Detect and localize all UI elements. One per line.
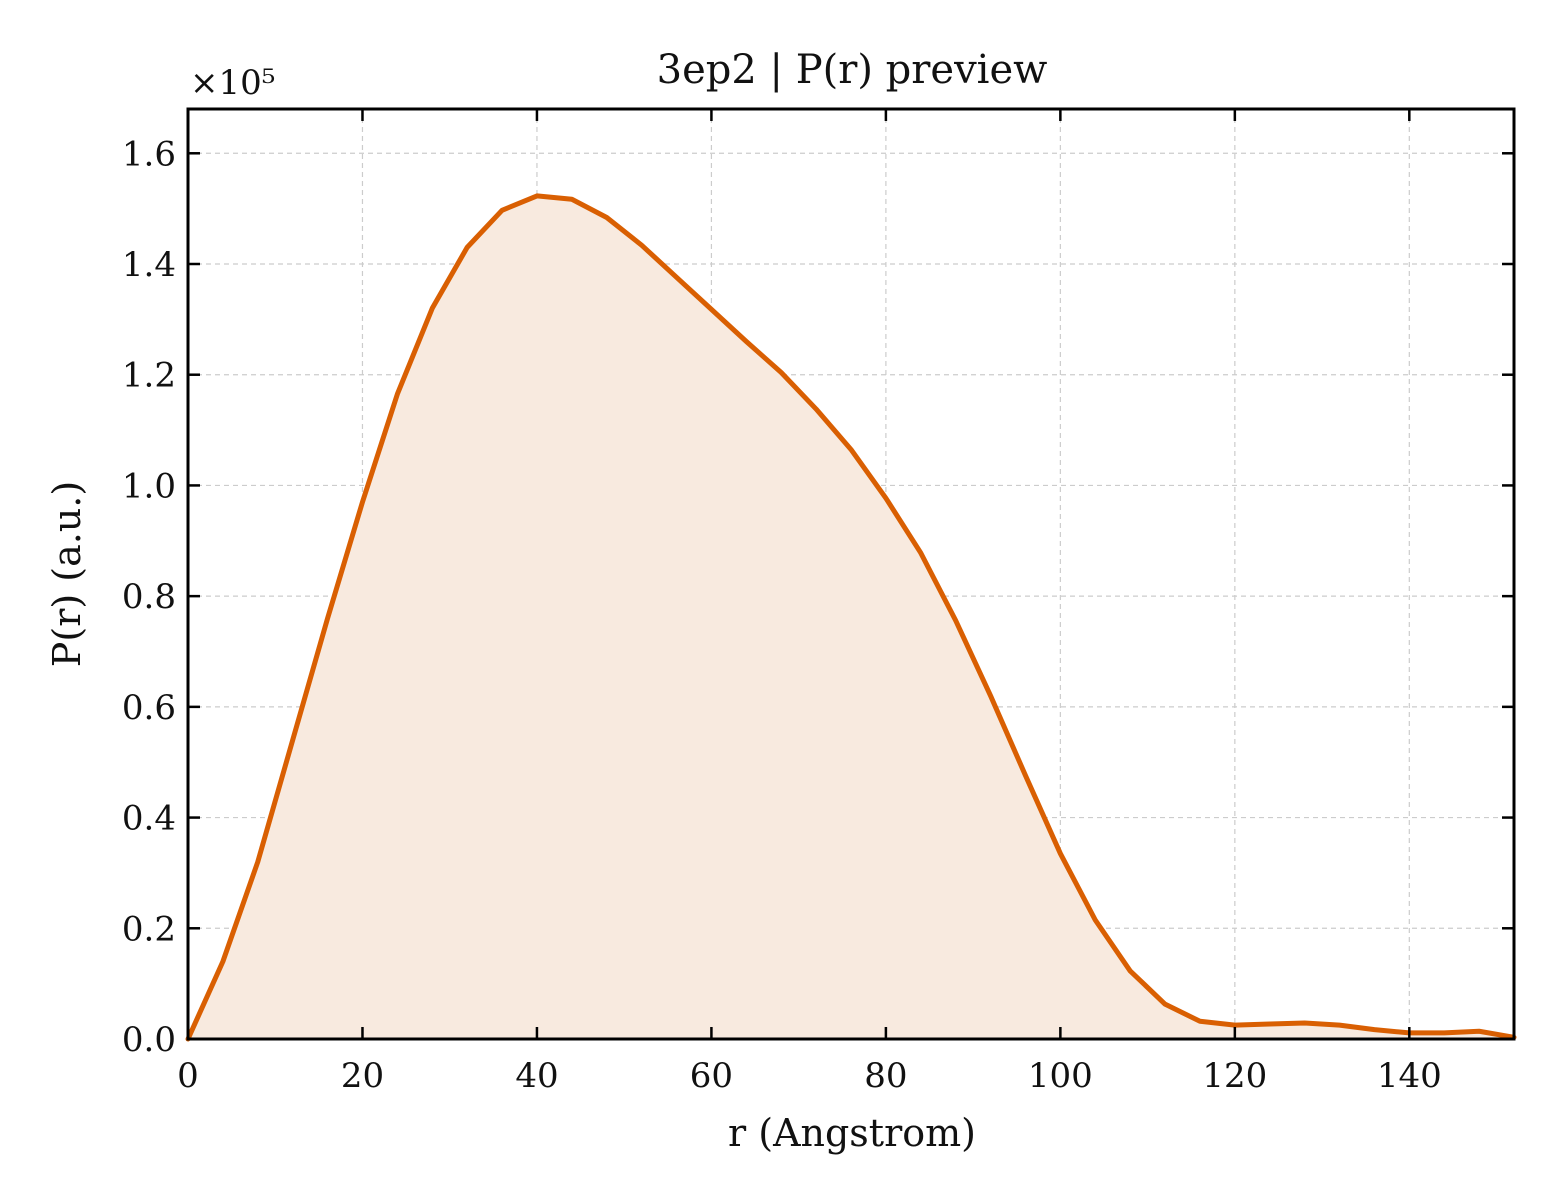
y-tick-label: 0.6 <box>122 688 176 728</box>
y-multiplier-label: ×10⁵ <box>190 63 275 103</box>
ticks: 0 20 40 60 80 100 120 140 0.0 0.2 0.4 0.6 0.8 1.0 1.2 1… <box>122 109 1514 1096</box>
y-axis-label: P(r) (a.u.) <box>45 481 89 667</box>
chart-title: 3ep2 | P(r) preview <box>657 47 1048 93</box>
area-fill <box>188 195 1514 1039</box>
x-tick-label: 20 <box>341 1056 384 1096</box>
plot-frame <box>186 107 1516 1041</box>
y-tick-label: 1.2 <box>122 356 176 396</box>
x-tick-label: 120 <box>1202 1056 1267 1096</box>
x-tick-label: 100 <box>1028 1056 1093 1096</box>
series-line <box>185 193 1517 1042</box>
x-tick-label: 40 <box>515 1056 558 1096</box>
y-tick-label: 1.4 <box>122 245 176 285</box>
y-tick-label: 1.6 <box>122 134 176 174</box>
y-tick-label: 0.4 <box>122 799 176 839</box>
x-tick-label: 60 <box>690 1056 733 1096</box>
x-tick-label: 140 <box>1377 1056 1442 1096</box>
y-tick-label: 1.0 <box>122 466 176 506</box>
x-tick-label: 80 <box>864 1056 907 1096</box>
y-tick-label: 0.8 <box>122 577 176 617</box>
y-tick-label: 0.0 <box>122 1020 176 1060</box>
x-axis-label: r (Angstrom) <box>728 1111 976 1155</box>
x-tick-label: 0 <box>177 1056 199 1096</box>
y-tick-label: 0.2 <box>122 909 176 949</box>
